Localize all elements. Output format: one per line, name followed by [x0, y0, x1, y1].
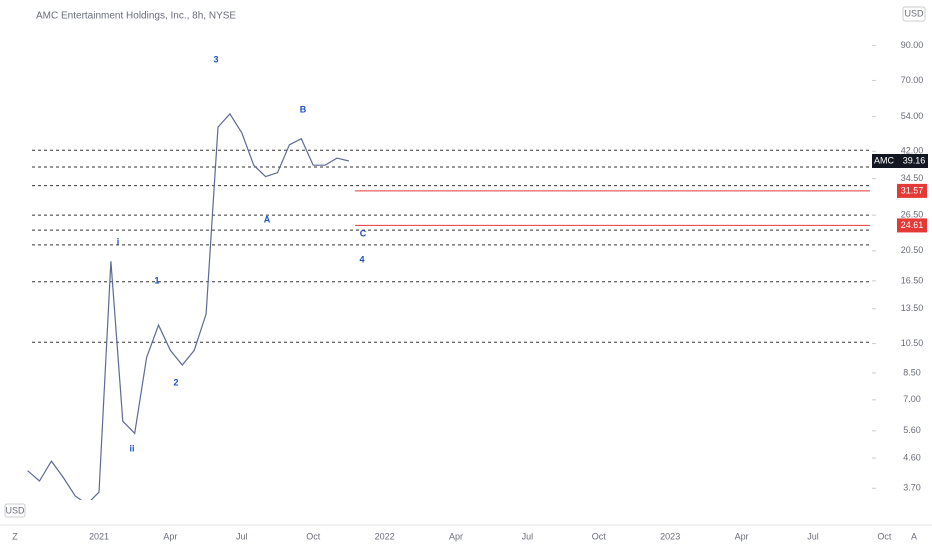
y-tick-label: 26.50 [901, 210, 924, 220]
y-tick-label: 70.00 [901, 75, 924, 85]
price-tag [897, 183, 927, 198]
corner-right[interactable]: A [911, 531, 917, 541]
currency: USD [904, 8, 924, 18]
wave-label: A [264, 214, 271, 224]
y-tick-label: 90.00 [901, 40, 924, 50]
x-tick-label: 2021 [89, 531, 109, 541]
y-tick-label: 20.50 [901, 245, 924, 255]
price-tag-label: 31.57 [901, 185, 924, 195]
price-tag [897, 218, 927, 233]
currency-box [902, 6, 926, 22]
currency: USD [5, 505, 25, 515]
last-price-tag [872, 153, 928, 168]
plot [27, 112, 870, 500]
y-tick-label: 10.50 [901, 338, 924, 348]
x-tick-label: Oct [306, 531, 321, 541]
x-tick-label: Jul [807, 531, 819, 541]
x-tick-label: Oct [592, 531, 607, 541]
x-tick-label: Jul [522, 531, 534, 541]
y-tick-label: 7.00 [903, 394, 921, 404]
corner-left[interactable]: Z [12, 531, 18, 541]
wave-label: B [300, 104, 307, 114]
x-tick-label: 2023 [660, 531, 680, 541]
x-tick-label: Apr [449, 531, 463, 541]
currency-box [4, 503, 26, 518]
x-tick-label: Apr [163, 531, 177, 541]
y-tick-label: 5.60 [903, 425, 921, 435]
y-tick-label: 34.50 [901, 173, 924, 183]
x-tick-label: Apr [735, 531, 749, 541]
y-tick-label: 3.70 [903, 483, 921, 493]
x-tick-label: Jul [236, 531, 248, 541]
y-tick-label: 4.60 [903, 452, 921, 462]
y-tick-label: 54.00 [901, 111, 924, 121]
y-tick-label: 16.50 [901, 275, 924, 285]
wave-label: ii [129, 443, 134, 453]
wave-label: 3 [213, 54, 218, 64]
price-line [27, 112, 350, 500]
price-tag-label: 24.61 [901, 220, 924, 230]
wave-label: i [117, 236, 120, 246]
wave-label: 1 [154, 275, 159, 285]
y-tick-label: 8.50 [903, 367, 921, 377]
x-tick-label: Oct [877, 531, 892, 541]
wave-label: 2 [173, 377, 178, 387]
symbol-label: AMC [874, 155, 895, 165]
wave-label: 4 [359, 254, 364, 264]
y-tick-label: 42.00 [901, 146, 924, 156]
y-tick-label: 13.50 [901, 303, 924, 313]
wave-label: C [360, 228, 367, 238]
x-tick-label: 2022 [375, 531, 395, 541]
last-price-label: 39.16 [903, 155, 926, 165]
chart-title: AMC Entertainment Holdings, Inc., 8h, NY… [36, 11, 236, 22]
